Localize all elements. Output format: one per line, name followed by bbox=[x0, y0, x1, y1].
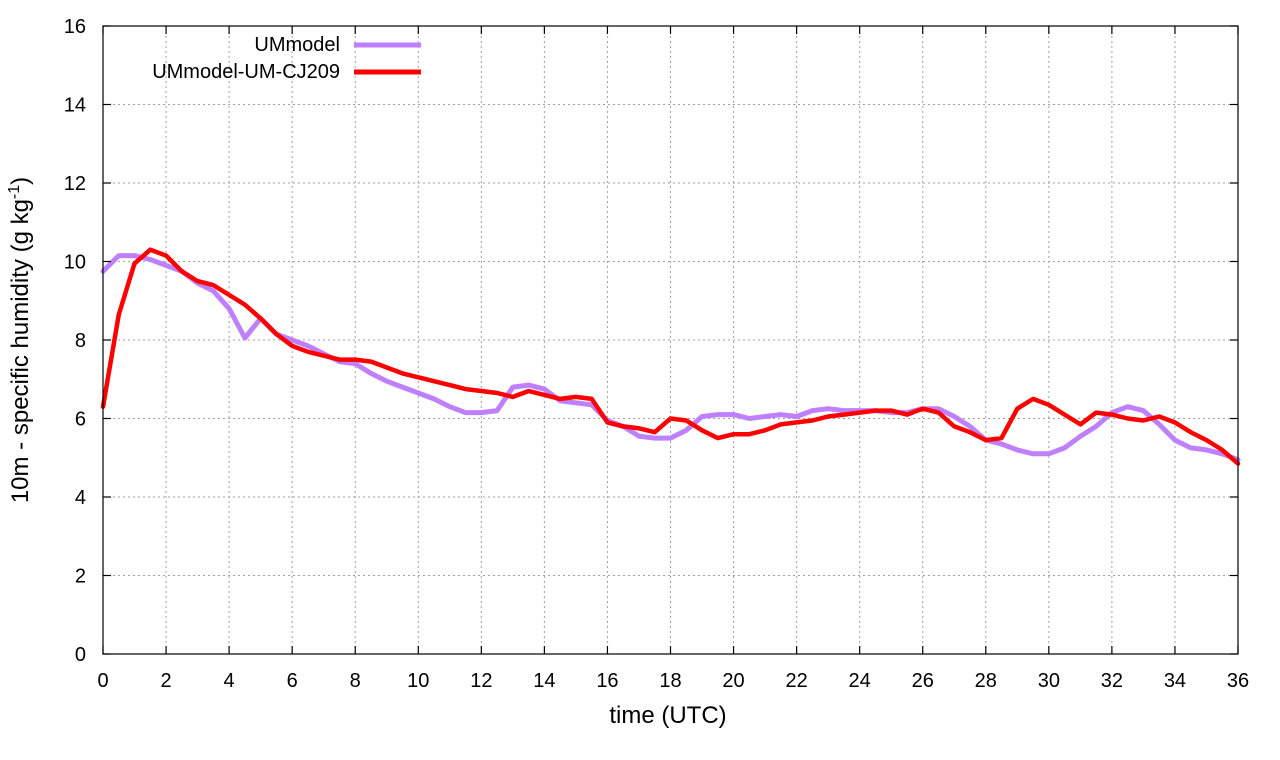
x-tick-label: 26 bbox=[912, 670, 934, 692]
x-tick-label: 12 bbox=[470, 670, 492, 692]
x-tick-label: 8 bbox=[350, 670, 361, 692]
series-lines bbox=[100, 247, 1241, 466]
y-axis-title: 10m - specific humidity (g kg-1) bbox=[6, 177, 34, 503]
grid bbox=[103, 26, 1238, 654]
x-tick-labels: 0 2 4 6 8 10 12 14 16 18 20 22 24 26 28 30 32 34 36 bbox=[97, 670, 1249, 692]
y-tick-label: 2 bbox=[75, 566, 86, 588]
x-tick-label: 6 bbox=[287, 670, 298, 692]
y-tick-label: 12 bbox=[64, 173, 86, 195]
y-tick-label: 0 bbox=[75, 644, 86, 666]
legend-label-ummodel: UMmodel bbox=[254, 34, 340, 56]
y-tick-labels: 0 2 4 6 8 10 12 14 16 bbox=[64, 16, 86, 666]
x-tick-label: 36 bbox=[1227, 670, 1249, 692]
legend: UMmodel UMmodel-UM-CJ209 bbox=[152, 34, 421, 83]
x-tick-label: 0 bbox=[97, 670, 108, 692]
x-tick-label: 34 bbox=[1164, 670, 1186, 692]
x-tick-label: 28 bbox=[975, 670, 997, 692]
legend-label-ummodel-um-cj209: UMmodel-UM-CJ209 bbox=[152, 61, 340, 83]
y-tick-label: 14 bbox=[64, 95, 86, 117]
x-axis-title: time (UTC) bbox=[609, 702, 726, 729]
x-tick-label: 16 bbox=[596, 670, 618, 692]
y-tick-label: 10 bbox=[64, 252, 86, 274]
x-tick-label: 30 bbox=[1038, 670, 1060, 692]
y-axis-title-tail: ) bbox=[7, 177, 34, 185]
axis-ticks bbox=[102, 25, 1239, 655]
x-tick-label: 18 bbox=[659, 670, 681, 692]
x-tick-label: 10 bbox=[407, 670, 429, 692]
y-axis-title-main: 10m - specific humidity (g kg bbox=[7, 199, 34, 503]
y-tick-label: 16 bbox=[64, 16, 86, 38]
y-tick-label: 6 bbox=[75, 409, 86, 431]
x-tick-label: 32 bbox=[1101, 670, 1123, 692]
y-tick-label: 8 bbox=[75, 330, 86, 352]
x-tick-label: 14 bbox=[533, 670, 555, 692]
x-tick-label: 20 bbox=[722, 670, 744, 692]
x-tick-label: 24 bbox=[849, 670, 871, 692]
x-tick-label: 4 bbox=[224, 670, 235, 692]
x-tick-label: 2 bbox=[160, 670, 171, 692]
series-line-ummodel bbox=[100, 253, 1241, 463]
y-tick-label: 4 bbox=[75, 487, 86, 509]
x-tick-label: 22 bbox=[785, 670, 807, 692]
y-axis-title-superscript: -1 bbox=[6, 185, 23, 199]
series-line-ummodel-um-cj209 bbox=[100, 247, 1241, 466]
